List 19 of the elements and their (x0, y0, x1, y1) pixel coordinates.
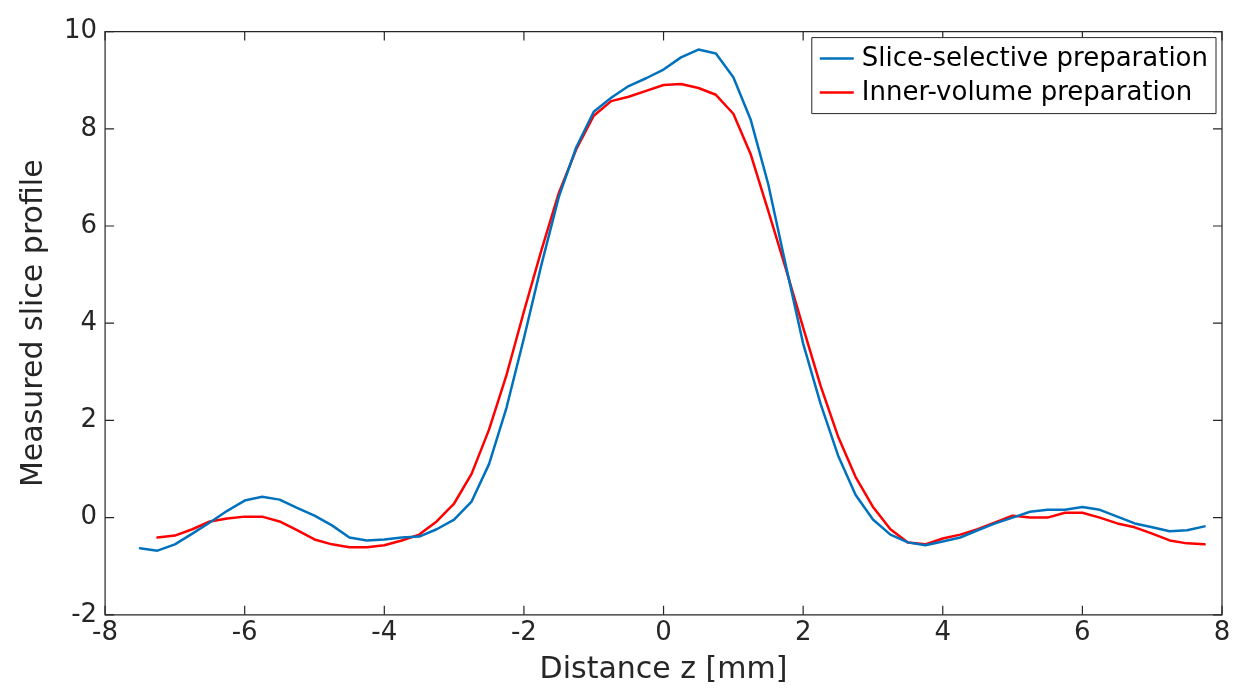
x-tick-label: -4 (371, 616, 398, 647)
y-tick-label: 4 (80, 305, 98, 336)
legend-label: Inner-volume preparation (861, 76, 1193, 107)
y-tick-label: -2 (71, 597, 98, 628)
y-tick-label: 10 (63, 14, 98, 45)
x-tick-label: 2 (794, 616, 812, 647)
y-tick-label: 0 (80, 500, 98, 531)
y-tick-label: 2 (80, 403, 98, 434)
x-tick-label: 6 (1074, 616, 1091, 647)
x-tick-label: 4 (934, 616, 952, 647)
x-tick-label: 8 (1213, 616, 1231, 647)
y-tick-label: 8 (80, 111, 98, 142)
y-axis-title: Measured slice profile (13, 159, 49, 488)
x-tick-label: 0 (655, 616, 672, 647)
legend-label: Slice-selective preparation (861, 42, 1209, 73)
x-tick-label: -6 (231, 616, 258, 647)
x-tick-label: -2 (510, 616, 537, 647)
y-tick-label: 6 (80, 208, 98, 239)
x-axis-title: Distance z [mm] (539, 649, 788, 685)
